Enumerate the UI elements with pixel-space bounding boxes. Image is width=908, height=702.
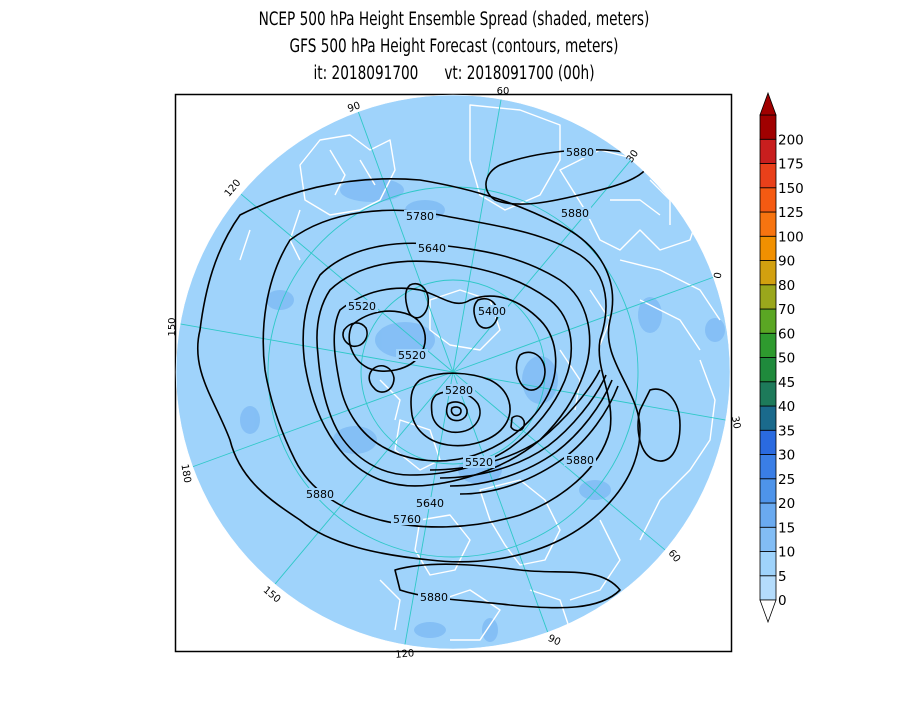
colorbar-segment	[759, 138, 777, 164]
colorbar-segment	[759, 405, 777, 431]
contour-label: 5520	[398, 349, 426, 362]
colorbar-label: 100	[778, 229, 804, 245]
colorbar-label: 25	[778, 472, 795, 488]
colorbar-segment	[759, 381, 777, 407]
colorbar-label: 15	[778, 520, 795, 536]
colorbar-segment	[759, 478, 777, 504]
longitude-label: 150	[167, 317, 178, 336]
colorbar-label: 175	[778, 157, 804, 173]
chart-title: NCEP 500 hPa Height Ensemble Spread (sha…	[82, 6, 827, 87]
contour-label: 5760	[393, 513, 421, 526]
colorbar-segment	[759, 454, 777, 480]
meridian-line	[240, 193, 454, 373]
colorbar-label: 35	[778, 423, 795, 439]
contour-label-bg	[404, 210, 436, 222]
map-disk-edge	[175, 94, 731, 650]
contour-label-bg	[564, 146, 596, 158]
colorbar-segment	[759, 429, 777, 455]
meridian-line	[452, 99, 502, 373]
colorbar-label: 90	[778, 254, 795, 270]
colorbar-label: 40	[778, 399, 795, 415]
contour-label-bg	[463, 456, 495, 468]
contour-label: 5880	[306, 488, 334, 501]
colorbar-label: 60	[778, 326, 795, 342]
contour-label: 5520	[465, 456, 493, 469]
colorbar-segment	[759, 332, 777, 358]
title-line-1: NCEP 500 hPa Height Ensemble Spread (sha…	[258, 9, 650, 30]
colorbar-label: 150	[778, 181, 804, 197]
colorbar-segment	[759, 284, 777, 310]
contour-label: 5640	[418, 242, 446, 255]
contour-label-bg	[304, 488, 336, 500]
longitude-label: 90	[546, 633, 562, 648]
colorbar-segment	[759, 357, 777, 383]
colorbar-label: 5	[778, 569, 787, 585]
meridian-line	[192, 371, 454, 468]
colorbar-segment	[759, 187, 777, 213]
longitude-label: 90	[346, 100, 362, 115]
colorbar-segment	[759, 211, 777, 237]
longitude-label: 60	[497, 86, 510, 97]
coastlines	[239, 104, 721, 641]
colorbar-segment	[759, 575, 777, 601]
colorbar-label: 70	[778, 302, 795, 318]
colorbar-label: 125	[778, 205, 804, 221]
colorbar-max-arrow	[759, 91, 777, 116]
colorbar-label: 10	[778, 545, 795, 561]
meridian-line	[452, 371, 549, 633]
contour-label-bg	[416, 242, 448, 254]
contour-label: 5880	[566, 454, 594, 467]
contour-label-bg	[346, 300, 378, 312]
contour-label: 5880	[566, 146, 594, 159]
meridian-line	[274, 371, 454, 585]
contour-label: 5400	[478, 305, 506, 318]
contour-label-bg	[418, 591, 450, 603]
colorbar-label: 50	[778, 351, 795, 367]
colorbar-label: 30	[778, 448, 795, 464]
colorbar-label: 0	[778, 593, 787, 609]
contour-label-bg	[559, 207, 591, 219]
longitude-label: 30	[729, 415, 742, 429]
colorbar-segment	[759, 163, 777, 189]
contour-label-bg	[391, 513, 423, 525]
meridian-line	[452, 159, 632, 373]
contour-label-bg	[476, 305, 508, 317]
colorbar-label: 200	[778, 132, 804, 148]
colorbar-segment	[759, 260, 777, 286]
colorbar-segment	[759, 551, 777, 577]
colorbar-min-arrow	[759, 599, 777, 624]
colorbar: 0 5 10 15 20 25 30 35 40 45 50 60 70 80 90 100 125 150 175…	[759, 91, 804, 624]
contour-label: 5880	[420, 591, 448, 604]
contour-label: 5520	[348, 300, 376, 313]
meridian-line	[452, 371, 726, 421]
longitude-label: 120	[395, 648, 415, 661]
colorbar-segment	[759, 526, 777, 552]
colorbar-label: 20	[778, 496, 795, 512]
longitude-label: 180	[178, 463, 192, 484]
contour-label: 5280	[445, 384, 473, 397]
meridian-line	[452, 276, 714, 373]
contour-label-bg	[443, 384, 475, 396]
colorbar-segment	[759, 114, 777, 140]
contour-label: 5880	[561, 207, 589, 220]
contour-label: 5780	[406, 210, 434, 223]
colorbar-segment	[759, 308, 777, 334]
title-line-3: it: 2018091700 vt: 2018091700 (00h)	[313, 63, 595, 84]
colorbar-segment	[759, 235, 777, 261]
contour-label-bg	[396, 349, 428, 361]
colorbar-label: 80	[778, 278, 795, 294]
colorbar-segment	[759, 502, 777, 528]
height-contours	[196, 149, 681, 609]
meridian-line	[357, 111, 454, 373]
contour-labels: 5880 5880 5780 5640 5520 5400 5520 5280 5520 5880…	[304, 146, 596, 604]
longitude-label: 0	[713, 271, 725, 279]
contour-label-bg	[414, 497, 446, 509]
title-line-2: GFS 500 hPa Height Forecast (contours, m…	[289, 36, 619, 57]
colorbar-label: 45	[778, 375, 795, 391]
contour-label: 5640	[416, 497, 444, 510]
contour-label-bg	[564, 454, 596, 466]
